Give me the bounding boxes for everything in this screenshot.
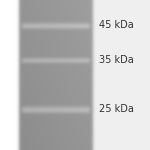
Text: 45 kDa: 45 kDa <box>99 21 134 30</box>
Text: 25 kDa: 25 kDa <box>99 105 134 114</box>
Text: 35 kDa: 35 kDa <box>99 55 134 65</box>
